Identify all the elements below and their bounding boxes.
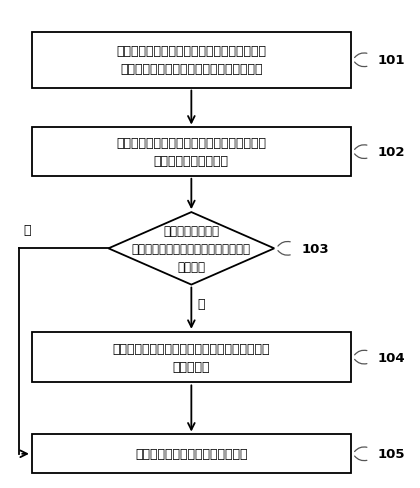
- Text: 前端检测装置判断
发射机的工作频率与接收机的工作频率
是否相同: 前端检测装置判断 发射机的工作频率与接收机的工作频率 是否相同: [132, 224, 251, 273]
- Text: 后端控制装置将接收机的工作频率调整为发射机
的工作频率: 后端控制装置将接收机的工作频率调整为发射机 的工作频率: [113, 342, 270, 373]
- Bar: [32, 128, 351, 177]
- Text: 否: 否: [197, 297, 205, 310]
- Text: 105: 105: [378, 447, 405, 460]
- Text: 前端检测装置对发射机的工作频率进行检测；
后端控制装置对接收机的工作频率进行检测: 前端检测装置对发射机的工作频率进行检测； 后端控制装置对接收机的工作频率进行检测: [116, 45, 266, 76]
- Text: 是: 是: [24, 224, 31, 237]
- Polygon shape: [108, 213, 274, 285]
- Text: 101: 101: [378, 54, 405, 67]
- Text: 102: 102: [378, 146, 405, 159]
- Text: 前端检测装置向后端控制装置发送查询命令，
获取接收机的工作频率: 前端检测装置向后端控制装置发送查询命令， 获取接收机的工作频率: [116, 137, 266, 168]
- Bar: [32, 332, 351, 383]
- Text: 103: 103: [301, 243, 329, 255]
- Text: 发射机与接收机建立无线通信连接: 发射机与接收机建立无线通信连接: [135, 447, 248, 460]
- Text: 104: 104: [378, 351, 405, 364]
- Bar: [32, 33, 351, 88]
- Bar: [32, 435, 351, 473]
